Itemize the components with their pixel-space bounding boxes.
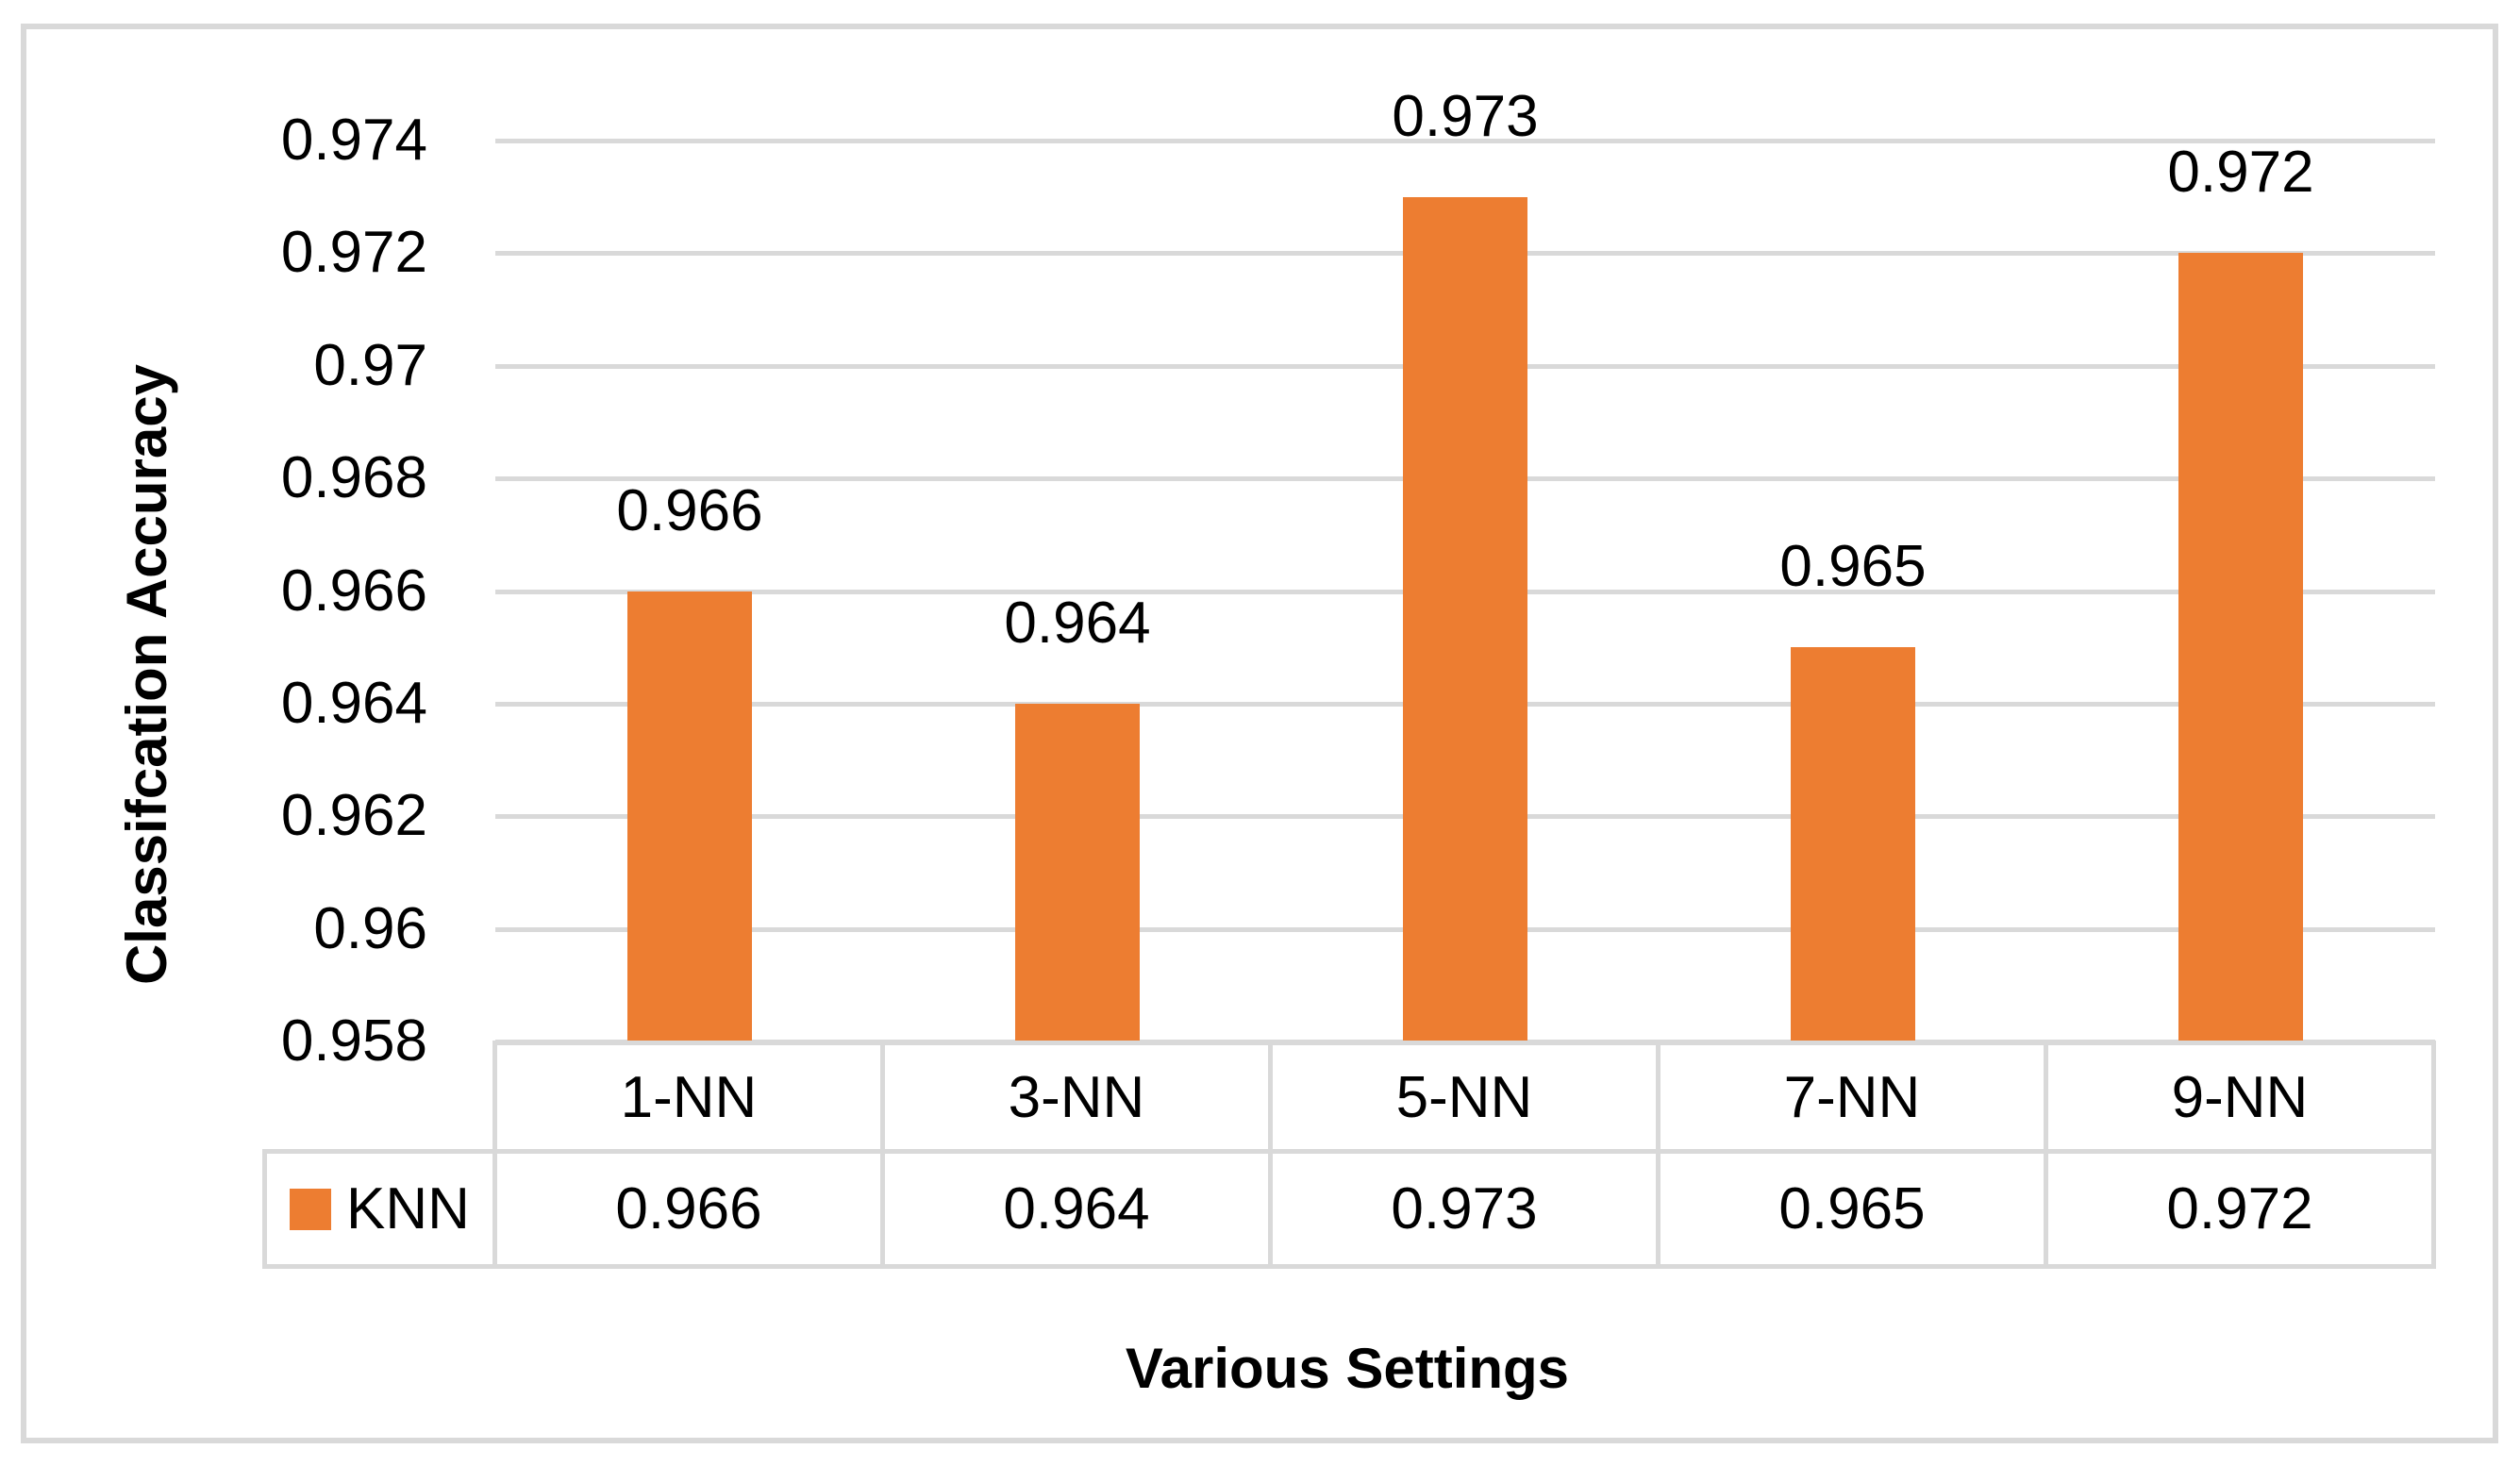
bar-value-label-7-nn: 0.965 xyxy=(1779,534,1927,599)
bar-5-nn xyxy=(1403,197,1527,1041)
bar-value-label-3-nn: 0.964 xyxy=(1004,591,1151,656)
table-header-1-nn: 1-NN xyxy=(492,1041,885,1154)
table-header-3-nn: 3-NN xyxy=(880,1041,1273,1154)
legend-cell: KNN xyxy=(262,1149,497,1269)
gridline-0.958 xyxy=(495,1040,2435,1044)
table-value-1-nn: 0.966 xyxy=(492,1149,885,1269)
table-value-5-nn: 0.973 xyxy=(1268,1149,1661,1269)
chart-frame: Classifcation Accuracy 0.974 0.972 0.97 0.9… xyxy=(21,24,2498,1443)
table-header-7-nn: 7-NN xyxy=(1656,1041,2048,1154)
y-tick-label-0.96: 0.96 xyxy=(313,896,427,961)
bar-value-label-1-nn: 0.966 xyxy=(616,478,763,543)
x-axis-title: Various Settings xyxy=(1125,1337,1570,1400)
bar-1-nn xyxy=(627,591,752,1041)
y-tick-label-0.962: 0.962 xyxy=(280,783,427,848)
knn-series-swatch-icon xyxy=(290,1188,332,1230)
bar-9-nn xyxy=(2178,253,2303,1041)
y-tick-label-0.972: 0.972 xyxy=(280,220,427,285)
gridline-0.974 xyxy=(495,139,2435,143)
data-table: 1-NN 3-NN 5-NN 7-NN 9-NN KNN 0.966 0.964 0.973… xyxy=(262,1041,2436,1269)
bar-value-label-9-nn: 0.972 xyxy=(2167,140,2314,205)
bar-value-label-5-nn: 0.973 xyxy=(1392,84,1539,149)
y-tick-label-0.974: 0.974 xyxy=(280,108,427,173)
bar-3-nn xyxy=(1015,704,1140,1041)
table-header-9-nn: 9-NN xyxy=(2044,1041,2436,1154)
table-header-row: 1-NN 3-NN 5-NN 7-NN 9-NN xyxy=(264,1041,2436,1154)
table-value-9-nn: 0.972 xyxy=(2044,1149,2436,1269)
y-tick-label-0.964: 0.964 xyxy=(280,671,427,736)
table-corner-cell xyxy=(264,1042,497,1154)
y-tick-label-0.966: 0.966 xyxy=(280,558,427,624)
table-value-3-nn: 0.964 xyxy=(880,1149,1273,1269)
table-value-row: KNN 0.966 0.964 0.973 0.965 0.972 xyxy=(262,1149,2436,1269)
table-value-7-nn: 0.965 xyxy=(1656,1149,2048,1269)
table-header-5-nn: 5-NN xyxy=(1268,1041,1661,1154)
legend-label: KNN xyxy=(346,1176,470,1241)
y-axis-title: Classifcation Accuracy xyxy=(115,363,178,986)
plot-area: 0.966 0.964 0.973 0.965 0.972 xyxy=(495,86,2435,1044)
bar-7-nn xyxy=(1791,647,1915,1041)
y-tick-label-0.968: 0.968 xyxy=(280,445,427,510)
y-tick-label-0.97: 0.97 xyxy=(313,333,427,398)
